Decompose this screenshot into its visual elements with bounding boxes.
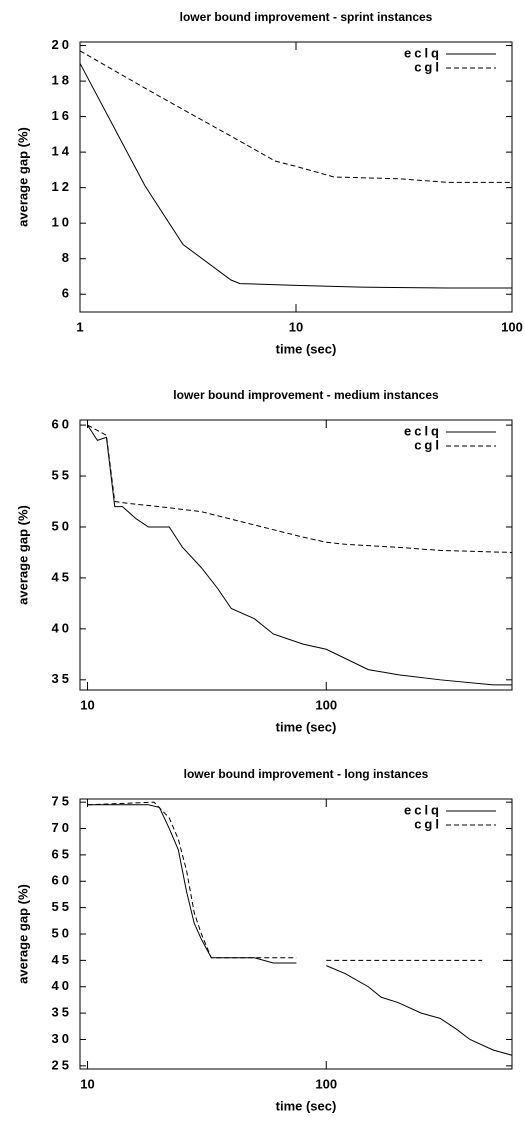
- legend-label: eclq: [404, 802, 442, 817]
- x-tick-label: 10: [80, 697, 94, 712]
- y-tick-label: 16: [52, 108, 72, 123]
- y-tick-label: 20: [52, 37, 72, 52]
- y-tick-label: 60: [52, 873, 72, 888]
- plot-frame: [79, 798, 513, 1070]
- y-tick-label: 40: [52, 978, 72, 993]
- data-line: [79, 63, 512, 289]
- legend-label: cgl: [414, 437, 442, 452]
- y-tick-label: 18: [52, 73, 72, 88]
- x-axis-label: time (sec): [276, 719, 337, 734]
- y-tick-label: 35: [52, 671, 72, 686]
- y-tick-label: 75: [52, 794, 72, 809]
- x-tick-label: 100: [315, 697, 337, 712]
- x-tick-label: 10: [289, 319, 303, 334]
- y-tick-label: 8: [62, 250, 72, 265]
- x-tick-label: 10: [80, 1076, 94, 1091]
- chart-title: lower bound improvement - medium instanc…: [173, 388, 439, 402]
- y-tick-label: 45: [52, 569, 72, 584]
- y-tick-label: 30: [52, 1031, 72, 1046]
- legend-label: cgl: [414, 59, 442, 74]
- y-tick-label: 45: [52, 952, 72, 967]
- legend-label: eclq: [404, 423, 442, 438]
- data-line: [87, 424, 513, 553]
- legend-label: cgl: [414, 816, 442, 831]
- data-line: [87, 801, 512, 961]
- y-tick-label: 35: [52, 1005, 72, 1020]
- y-tick-label: 10: [52, 215, 72, 230]
- y-tick-label: 55: [52, 467, 72, 482]
- y-tick-label: 60: [52, 417, 72, 432]
- chart-title: lower bound improvement - sprint instanc…: [180, 10, 433, 24]
- x-tick-label: 100: [501, 319, 523, 334]
- chart-title: lower bound improvement - long instances: [184, 767, 429, 781]
- legend-label: eclq: [404, 45, 442, 60]
- x-tick-label: 1: [76, 319, 83, 334]
- y-tick-label: 50: [52, 925, 72, 940]
- y-tick-label: 70: [52, 820, 72, 835]
- plot-frame: [79, 419, 513, 691]
- y-tick-label: 12: [52, 179, 72, 194]
- x-axis-label: time (sec): [276, 341, 337, 356]
- y-tick-label: 14: [52, 144, 72, 159]
- y-tick-label: 55: [52, 899, 72, 914]
- y-tick-label: 50: [52, 518, 72, 533]
- x-axis-label: time (sec): [276, 1098, 337, 1113]
- data-line: [79, 50, 512, 183]
- y-axis-label: average gap (%): [15, 884, 30, 984]
- x-tick-label: 100: [315, 1076, 337, 1091]
- plot-frame: [79, 41, 513, 313]
- y-axis-label: average gap (%): [15, 505, 30, 605]
- y-tick-label: 6: [62, 286, 72, 301]
- y-tick-label: 25: [52, 1057, 72, 1072]
- y-tick-label: 65: [52, 846, 72, 861]
- data-line: [87, 424, 512, 686]
- y-tick-label: 40: [52, 620, 72, 635]
- y-axis-label: average gap (%): [15, 127, 30, 227]
- data-line: [87, 804, 513, 1056]
